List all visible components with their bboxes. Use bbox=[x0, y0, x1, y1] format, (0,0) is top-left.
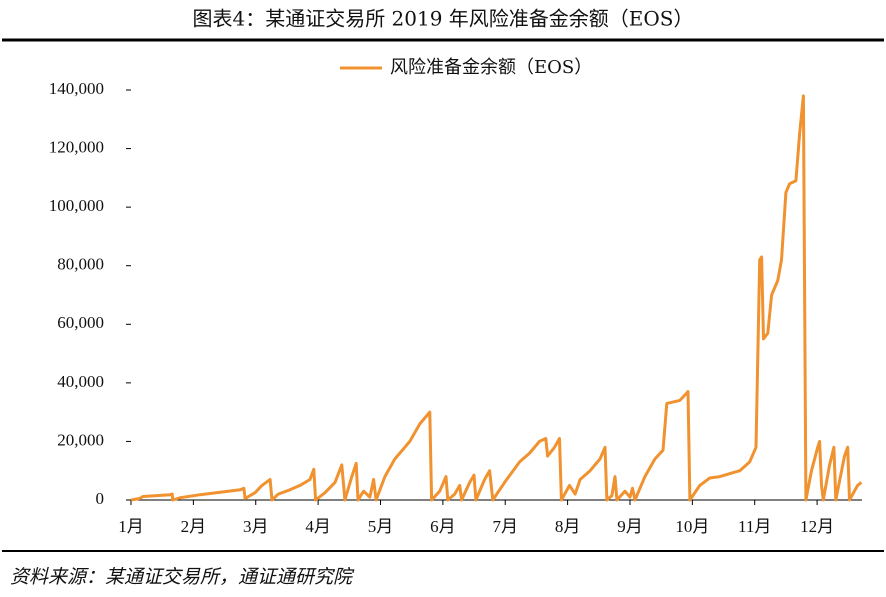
y-tick-label: 0 bbox=[96, 489, 105, 508]
x-tick-label: 12月 bbox=[800, 517, 834, 536]
chart-title: 图表4：某通证交易所 2019 年风险准备金余额（EOS） bbox=[192, 7, 693, 31]
legend-label: 风险准备金余额（EOS） bbox=[390, 57, 592, 78]
y-tick-label: 80,000 bbox=[57, 255, 104, 274]
y-tick-label: 100,000 bbox=[49, 196, 104, 215]
y-tick-label: 140,000 bbox=[49, 79, 104, 98]
data-line bbox=[130, 94, 863, 502]
x-tick-label: 10月 bbox=[675, 517, 709, 536]
y-tick-label: 120,000 bbox=[49, 137, 104, 156]
y-tick-label: 20,000 bbox=[57, 430, 104, 449]
x-tick-label: 2月 bbox=[181, 517, 207, 536]
x-tick-label: 5月 bbox=[368, 517, 394, 536]
x-tick-label: 9月 bbox=[617, 517, 643, 536]
x-tick-label: 6月 bbox=[430, 517, 456, 536]
y-tick-label: 60,000 bbox=[57, 313, 104, 332]
x-tick-label: 7月 bbox=[492, 517, 518, 536]
y-tick-label: 40,000 bbox=[57, 372, 104, 391]
x-tick-label: 1月 bbox=[118, 517, 144, 536]
x-tick-label: 11月 bbox=[738, 517, 771, 536]
x-tick-label: 3月 bbox=[243, 517, 269, 536]
x-tick-label: 8月 bbox=[555, 517, 581, 536]
x-tick-label: 4月 bbox=[305, 517, 331, 536]
source-note: 资料来源：某通证交易所，通证通研究院 bbox=[10, 566, 355, 588]
